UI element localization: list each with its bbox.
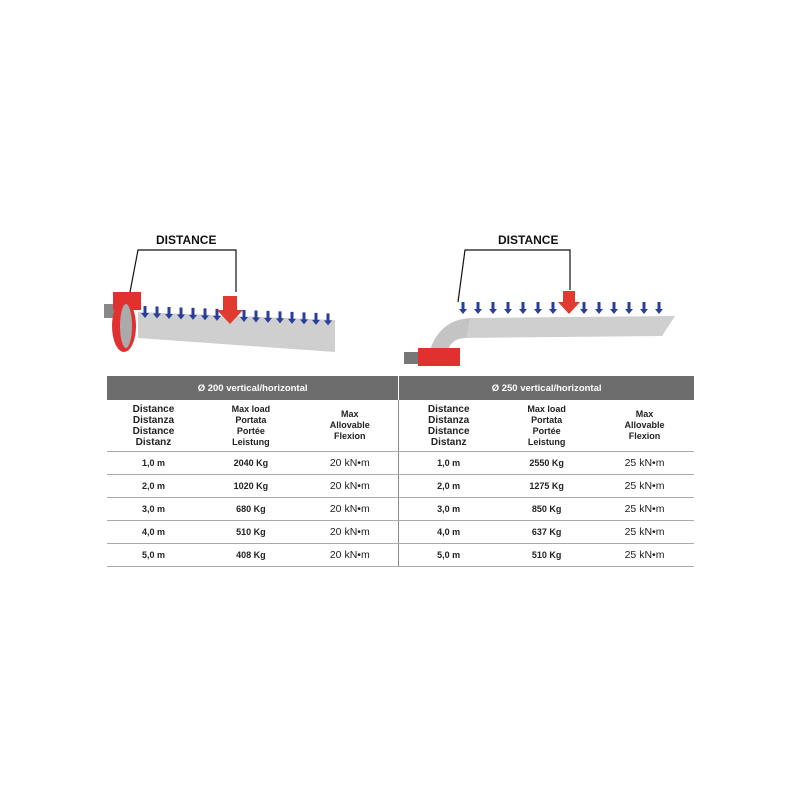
pipe-illustrations bbox=[104, 249, 675, 366]
group-header-250: Ø 250 vertical/horizontal bbox=[398, 376, 694, 400]
load-arrow bbox=[252, 310, 260, 323]
cell-l1: 1020 Kg bbox=[200, 474, 302, 498]
cell-l1: 680 Kg bbox=[200, 497, 302, 521]
load-arrow bbox=[324, 313, 332, 326]
cell-l2: 510 Kg bbox=[498, 543, 596, 567]
cell-d1: 4,0 m bbox=[106, 520, 201, 544]
load-arrow bbox=[625, 302, 633, 314]
pipe-right bbox=[462, 316, 675, 338]
main-load-arrow-left bbox=[217, 296, 243, 324]
load-arrow bbox=[580, 302, 588, 314]
load-arrow bbox=[519, 302, 527, 314]
pipe-left bbox=[138, 312, 335, 352]
clamp-ring-inner bbox=[120, 304, 132, 348]
load-arrow bbox=[240, 309, 248, 322]
cell-l2: 1275 Kg bbox=[498, 474, 596, 498]
table-row: 3,0 m 680 Kg 20 kN•m 3,0 m 850 Kg 25 kN•m bbox=[106, 497, 694, 521]
col-header-flexion: Max Allovable Flexion bbox=[595, 400, 694, 452]
table-row: 4,0 m 510 Kg 20 kN•m 4,0 m 637 Kg 25 kN•m bbox=[106, 520, 694, 544]
cell-d1: 5,0 m bbox=[106, 543, 201, 567]
load-arrow bbox=[504, 302, 512, 314]
load-arrow bbox=[655, 302, 663, 314]
cell-f1: 20 kN•m bbox=[301, 451, 400, 475]
load-arrow bbox=[264, 310, 272, 323]
cell-f2: 25 kN•m bbox=[595, 474, 694, 498]
flange-bolt bbox=[404, 352, 418, 364]
load-arrow bbox=[549, 302, 557, 314]
cell-l2: 637 Kg bbox=[498, 520, 596, 544]
cell-f2: 25 kN•m bbox=[595, 497, 694, 521]
main-load-arrow-right bbox=[558, 291, 580, 314]
load-arrows-left bbox=[141, 306, 332, 326]
load-arrow bbox=[312, 312, 320, 325]
cell-l2: 850 Kg bbox=[498, 497, 596, 521]
distance-bracket-right bbox=[457, 249, 571, 303]
distance-label-left: DISTANCE bbox=[156, 233, 217, 247]
col-header-distance: Distance Distanza Distance Distanz bbox=[398, 400, 499, 452]
col-header-load: Max load Portata Portée Leistung bbox=[200, 400, 302, 452]
load-arrow bbox=[153, 306, 161, 319]
load-table: Ø 200 vertical/horizontal Ø 250 vertical… bbox=[105, 376, 694, 567]
cell-f1: 20 kN•m bbox=[301, 474, 400, 498]
col-header-distance: Distance Distanza Distance Distanz bbox=[106, 400, 201, 452]
load-arrow bbox=[474, 302, 482, 314]
table-row: 5,0 m 408 Kg 20 kN•m 5,0 m 510 Kg 25 kN•m bbox=[106, 543, 694, 567]
pipe-diagram-right bbox=[404, 249, 675, 366]
cell-d2: 5,0 m bbox=[398, 543, 499, 567]
cell-f2: 25 kN•m bbox=[595, 451, 694, 475]
distance-label-right: DISTANCE bbox=[498, 233, 559, 247]
cell-f2: 25 kN•m bbox=[595, 543, 694, 567]
cell-l1: 510 Kg bbox=[200, 520, 302, 544]
load-arrow bbox=[640, 302, 648, 314]
load-arrow bbox=[213, 308, 221, 321]
col-header-flexion: Max Allovable Flexion bbox=[301, 400, 400, 452]
flange-block bbox=[418, 348, 460, 366]
cell-d1: 1,0 m bbox=[106, 451, 201, 475]
cell-f1: 20 kN•m bbox=[301, 543, 400, 567]
load-arrow bbox=[300, 312, 308, 325]
table-row: 2,0 m 1020 Kg 20 kN•m 2,0 m 1275 Kg 25 kN•m bbox=[106, 474, 694, 498]
cell-l1: 2040 Kg bbox=[200, 451, 302, 475]
load-arrow bbox=[534, 302, 542, 314]
cell-d1: 3,0 m bbox=[106, 497, 201, 521]
cell-l1: 408 Kg bbox=[200, 543, 302, 567]
distance-bracket-left bbox=[129, 249, 237, 293]
load-arrow bbox=[595, 302, 603, 314]
group-header-200: Ø 200 vertical/horizontal bbox=[105, 376, 399, 400]
load-arrows-right bbox=[459, 302, 663, 314]
pipe-diagram-left bbox=[104, 249, 335, 352]
load-arrow bbox=[459, 302, 467, 314]
load-arrow bbox=[489, 302, 497, 314]
cell-d1: 2,0 m bbox=[106, 474, 201, 498]
cell-d2: 1,0 m bbox=[398, 451, 499, 475]
load-arrow bbox=[288, 311, 296, 324]
cell-l2: 2550 Kg bbox=[498, 451, 596, 475]
load-arrow bbox=[177, 307, 185, 320]
load-arrow bbox=[610, 302, 618, 314]
cell-d2: 3,0 m bbox=[398, 497, 499, 521]
load-arrow bbox=[189, 307, 197, 320]
cell-f2: 25 kN•m bbox=[595, 520, 694, 544]
pipe-elbow bbox=[430, 318, 470, 350]
load-arrow bbox=[165, 306, 173, 319]
load-arrow bbox=[276, 311, 284, 324]
cell-f1: 20 kN•m bbox=[301, 497, 400, 521]
table-row: 1,0 m 2040 Kg 20 kN•m 1,0 m 2550 Kg 25 kN•m bbox=[106, 451, 694, 475]
cell-d2: 2,0 m bbox=[398, 474, 499, 498]
cell-f1: 20 kN•m bbox=[301, 520, 400, 544]
cell-d2: 4,0 m bbox=[398, 520, 499, 544]
col-header-load: Max load Portata Portée Leistung bbox=[498, 400, 596, 452]
load-arrow bbox=[201, 308, 209, 321]
load-arrow bbox=[141, 306, 149, 318]
